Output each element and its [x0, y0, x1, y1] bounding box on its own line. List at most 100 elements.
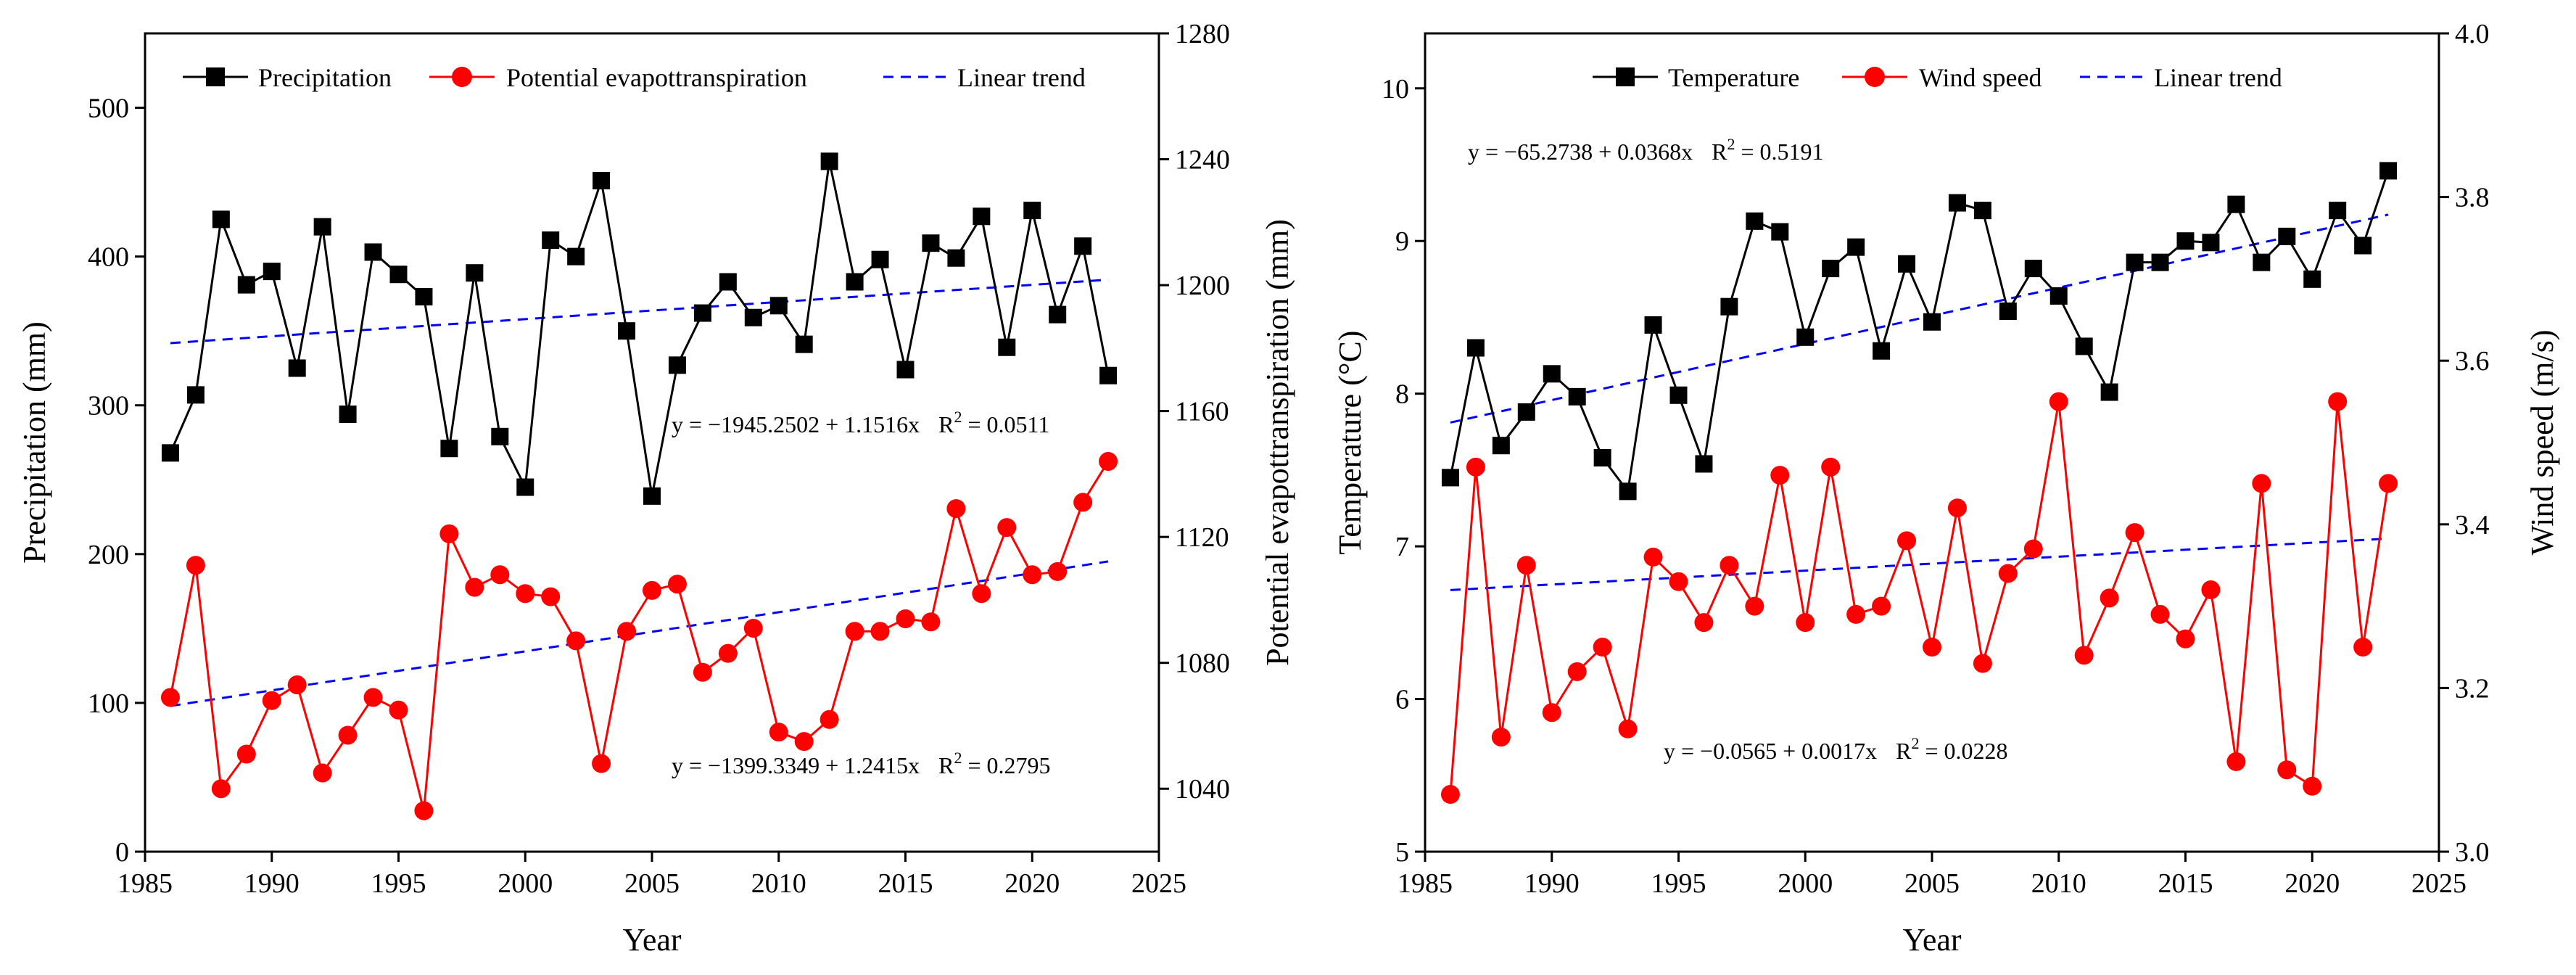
data-point: [896, 609, 915, 628]
data-point: [490, 565, 510, 585]
data-point: [2252, 474, 2271, 493]
data-point: [465, 577, 484, 597]
data-point: [617, 622, 637, 641]
data-point: [1023, 202, 1041, 220]
x-axis-title: Year: [622, 922, 681, 958]
y-tick-label: 100: [88, 688, 129, 719]
trend-line-1: [1450, 537, 2389, 591]
trend-equation-pet: y = −1399.3349 + 1.2415x R2 = 0.2795: [672, 749, 1051, 778]
data-point: [2227, 195, 2245, 213]
data-point: [288, 359, 306, 377]
data-point: [1873, 342, 1891, 360]
y2-tick-label: 1040: [1175, 774, 1230, 805]
x-tick-label: 1990: [244, 868, 300, 899]
data-point: [1999, 303, 2017, 321]
data-point: [2176, 232, 2195, 250]
data-point: [1770, 466, 1790, 485]
data-point: [2023, 539, 2043, 559]
legend-item-temperature: Temperature: [1593, 63, 1799, 92]
data-point: [2024, 260, 2042, 278]
y2-tick-label: 1200: [1175, 271, 1230, 301]
data-point: [667, 575, 687, 594]
data-point: [262, 691, 281, 710]
data-point: [2049, 392, 2068, 411]
x-tick-label: 2000: [498, 868, 553, 899]
data-point: [1669, 572, 1688, 591]
data-point: [542, 231, 560, 250]
legend: Temperature Wind speed Linear trend: [1593, 63, 2282, 92]
data-point: [2202, 234, 2220, 252]
data-point: [491, 427, 509, 445]
y2-tick-label: 1280: [1175, 19, 1230, 49]
data-point: [1593, 638, 1612, 657]
x-tick-label: 1995: [1651, 868, 1706, 899]
data-point: [364, 243, 382, 261]
y-tick-label: 500: [88, 94, 129, 124]
data-point: [2125, 523, 2144, 543]
data-point: [593, 172, 611, 190]
data-point: [592, 754, 611, 773]
data-point: [1644, 316, 1662, 334]
data-point: [922, 234, 940, 252]
x-tick-label: 2010: [751, 868, 806, 899]
data-point: [1643, 547, 1663, 567]
data-point: [1923, 638, 1941, 657]
data-point: [1872, 596, 1891, 616]
data-point: [1669, 386, 1688, 404]
data-point: [896, 361, 915, 379]
data-point: [1440, 785, 1460, 805]
data-point: [769, 297, 788, 315]
data-point: [2176, 629, 2195, 649]
data-point: [1720, 297, 1738, 316]
trend-equation-wind: y = −0.0565 + 0.0017x R2 = 0.0228: [1664, 734, 2008, 764]
data-point: [618, 322, 636, 340]
data-point: [1023, 565, 1042, 585]
data-point: [1492, 437, 1510, 455]
y2-tick-label: 3.6: [2455, 346, 2490, 377]
data-point: [439, 524, 459, 543]
y-tick-label: 400: [88, 242, 129, 273]
data-point: [1542, 703, 1561, 723]
data-point: [236, 744, 256, 764]
data-point: [1073, 493, 1093, 512]
precipitation-pet-chart: 1985 1990 1995 2000 2005 2010 2015 2020 2025 0 100…: [17, 19, 1295, 958]
y-axis-title: Precipitation (mm): [17, 321, 52, 564]
data-point: [2075, 337, 2093, 355]
data-point: [871, 250, 889, 268]
legend-label: Linear trend: [957, 63, 1086, 92]
data-point: [1923, 313, 1941, 331]
data-point: [1898, 255, 1916, 273]
data-point: [263, 263, 281, 281]
legend-item-trend: Linear trend: [883, 63, 1086, 92]
legend-label: Precipitation: [258, 63, 392, 92]
data-point: [2226, 752, 2246, 771]
data-point: [1771, 223, 1789, 241]
data-point: [2201, 580, 2221, 600]
x-tick-label: 2015: [878, 868, 933, 899]
x-tick-label: 1990: [1524, 868, 1580, 899]
data-point: [1568, 387, 1586, 406]
data-point: [2100, 383, 2118, 401]
axis-ticks: 1985 1990 1995 2000 2005 2010 2015 2020 2025 0 100…: [88, 19, 1230, 899]
data-point: [2379, 474, 2398, 493]
data-point: [744, 308, 762, 326]
data-point: [1441, 469, 1459, 487]
data-point: [313, 763, 332, 783]
trend-line-0: [1450, 213, 2389, 424]
y2-tick-label: 1240: [1175, 145, 1230, 176]
data-point: [2379, 162, 2398, 180]
y-tick-label: 8: [1395, 379, 1409, 410]
y2-tick-label: 4.0: [2455, 19, 2490, 49]
legend-label: Wind speed: [1919, 63, 2042, 92]
chart-marks: [160, 152, 1118, 820]
y2-tick-label: 3.0: [2455, 837, 2490, 868]
data-point: [845, 622, 864, 641]
data-point: [313, 218, 331, 236]
x-tick-label: 2025: [2411, 868, 2466, 899]
data-point: [1099, 452, 1118, 472]
y2-tick-label: 3.8: [2455, 183, 2490, 213]
y-tick-label: 200: [88, 540, 129, 570]
data-point: [2100, 588, 2119, 608]
trend-equation-precipitation: y = −1945.2502 + 1.1516x R2 = 0.0511: [672, 408, 1049, 437]
data-point: [1695, 455, 1713, 473]
